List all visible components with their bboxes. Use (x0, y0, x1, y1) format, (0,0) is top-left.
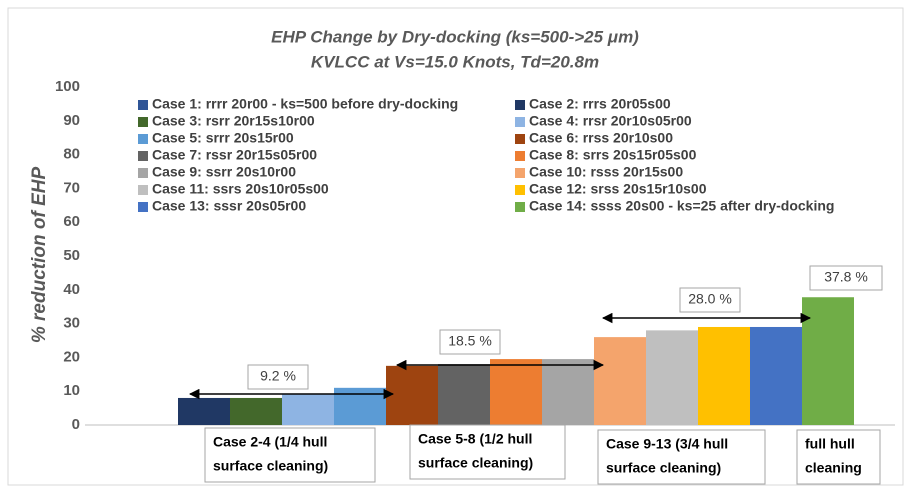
bar (698, 326, 750, 425)
annotation-box (247, 364, 309, 390)
legend-label: Case 6: rrss 20r10s00 (529, 130, 673, 146)
bar (438, 364, 490, 425)
y-axis-label: % reduction of EHP (29, 167, 50, 344)
legend-label: Case 1: rrrr 20r00 - ks=500 before dry-d… (152, 96, 458, 112)
legend-label: Case 4: rrsr 20r10s05r00 (529, 113, 692, 129)
group-box (597, 429, 766, 485)
y-tick-label: 0 (72, 416, 80, 433)
annotation: 37.8 % (824, 269, 868, 285)
legend-swatch (138, 134, 148, 144)
bar (750, 326, 802, 425)
y-tick-label: 40 (63, 281, 80, 298)
annotation: 18.5 % (448, 333, 492, 349)
legend-swatch (138, 151, 148, 161)
bar (386, 365, 438, 425)
group-label: full hull (805, 436, 855, 452)
group-label: Case 5-8 (1/2 hull (418, 431, 532, 447)
group-label: cleaning (805, 460, 862, 476)
legend-swatch (515, 185, 525, 195)
legend-swatch (515, 202, 525, 212)
group-label: surface cleaning) (418, 455, 533, 471)
chart-subtitle: KVLCC at Vs=15.0 Knots, Td=20.8m (311, 52, 599, 71)
legend-label: Case 5: srrr 20s15r00 (152, 130, 294, 146)
legend-swatch (515, 134, 525, 144)
group-box (796, 429, 881, 485)
legend-swatch (515, 168, 525, 178)
bar (542, 359, 594, 425)
annotation-box (809, 265, 883, 291)
bar (594, 337, 646, 425)
y-tick-label: 50 (63, 247, 80, 264)
legend-swatch (515, 100, 525, 110)
y-tick-label: 10 (63, 382, 80, 399)
legend-label: Case 11: ssrs 20s10r05s00 (152, 181, 329, 197)
legend-label: Case 12: srss 20s15r10s00 (529, 181, 707, 197)
legend-swatch (138, 117, 148, 127)
annotation-box (439, 329, 501, 355)
bar (646, 330, 698, 425)
chart-title: EHP Change by Dry-docking (ks=500->25 μm… (271, 27, 639, 46)
annotation-box (679, 287, 741, 313)
bar (282, 394, 334, 425)
group-box (409, 424, 566, 480)
y-tick-label: 70 (63, 179, 80, 196)
group-label: surface cleaning) (213, 458, 328, 474)
legend-label: Case 3: rsrr 20r15s10r00 (152, 113, 315, 129)
legend-label: Case 10: rsss 20r15s00 (529, 164, 683, 180)
annotation: 9.2 % (260, 368, 296, 384)
annotation: 28.0 % (688, 291, 732, 307)
legend-swatch (138, 168, 148, 178)
legend-swatch (138, 202, 148, 212)
legend-label: Case 2: rrrs 20r05s00 (529, 96, 671, 112)
group-label: Case 9-13 (3/4 hull (606, 436, 728, 452)
group-box (204, 427, 376, 483)
bar (490, 359, 542, 425)
legend-label: Case 9: ssrr 20s10r00 (152, 164, 296, 180)
y-tick-label: 100 (55, 78, 80, 95)
group-label: surface cleaning) (606, 460, 721, 476)
y-tick-label: 80 (63, 146, 80, 163)
legend-label: Case 14: ssss 20s00 - ks=25 after dry-do… (529, 198, 834, 214)
legend-swatch (138, 185, 148, 195)
y-tick-label: 60 (63, 213, 80, 230)
y-tick-label: 30 (63, 315, 80, 332)
legend-label: Case 7: rssr 20r15s05r00 (152, 147, 317, 163)
legend-label: Case 8: srrs 20s15r05s00 (529, 147, 697, 163)
legend-label: Case 13: sssr 20s05r00 (152, 198, 306, 214)
y-tick-label: 20 (63, 348, 80, 365)
group-label: Case 2-4 (1/4 hull (213, 434, 327, 450)
legend-swatch (138, 100, 148, 110)
bar (802, 297, 854, 425)
legend-swatch (515, 151, 525, 161)
legend-swatch (515, 117, 525, 127)
bar (230, 397, 282, 425)
y-tick-label: 90 (63, 112, 80, 129)
bar (178, 397, 230, 425)
